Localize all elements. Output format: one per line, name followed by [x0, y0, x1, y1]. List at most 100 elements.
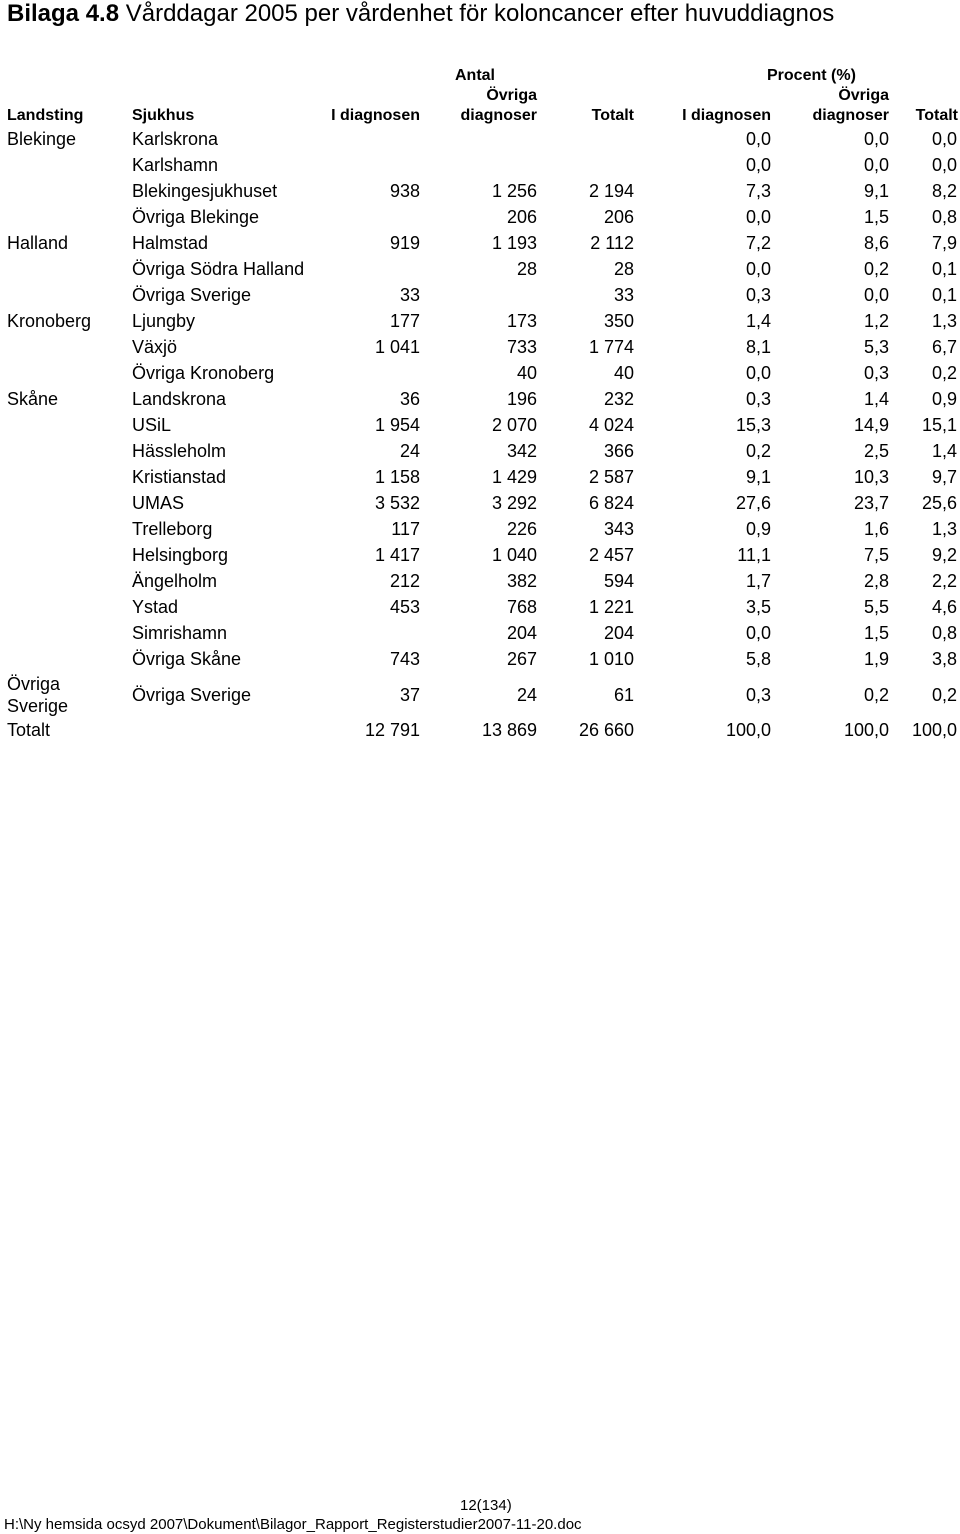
cell-sjukhus: Kristianstad: [132, 467, 227, 487]
cell-procent-ovriga: 1,6: [863, 519, 889, 539]
cell-antal-ovriga: 1 193: [491, 233, 537, 253]
cell-antal-i-diagnosen: 938: [389, 181, 420, 201]
cell-antal-totalt: 4 024: [588, 415, 634, 435]
cell-sjukhus: Övriga Södra Halland: [132, 259, 305, 279]
col-header-antal-totalt: Totalt: [591, 107, 634, 124]
cell-landsting: [0, 620, 125, 646]
cell-landsting: [0, 490, 125, 516]
cell-procent-ovriga: 0,0: [863, 285, 889, 305]
cell-antal-ovriga: 382: [506, 571, 537, 591]
data-table-body: Blekinge Karlskrona 0,0 0,0 0,0 Karlshamn 0,0 0…: [0, 126, 959, 743]
cell-procent-ovriga: 5,5: [863, 597, 889, 617]
cell-landsting: [0, 646, 125, 672]
table-row: Kristianstad 1 158 1 429 2 587 9,1 10,3 9,7: [0, 464, 959, 490]
cell-procent-i-diagnosen: 0,0: [745, 363, 771, 383]
cell-procent-i-diagnosen: 0,0: [745, 259, 771, 279]
cell-procent-ovriga: 0,0: [863, 129, 889, 149]
cell-procent-totalt: 0,2: [931, 684, 957, 705]
cell-antal-i-diagnosen: 24: [399, 441, 420, 461]
page-number: 12(134): [460, 1497, 512, 1514]
cell-procent-totalt: 4,6: [931, 597, 957, 617]
title-rest: Vårddagar 2005 per vårdenhet för kolonca…: [119, 0, 835, 27]
cell-procent-i-diagnosen: 5,8: [745, 649, 771, 669]
cell-antal-ovriga: 1 040: [491, 545, 537, 565]
cell-procent-totalt: 0,9: [931, 389, 957, 409]
cell-sjukhus: Ängelholm: [132, 571, 218, 591]
col-header-procent-totalt: Totalt: [915, 107, 958, 124]
cell-antal-totalt: 594: [603, 571, 634, 591]
page-title: Bilaga 4.8 Vårddagar 2005 per vårdenhet …: [7, 0, 834, 28]
table-row: USiL 1 954 2 070 4 024 15,3 14,9 15,1: [0, 412, 959, 438]
cell-procent-totalt: 1,4: [931, 441, 957, 461]
cell-procent-ovriga: 0,3: [863, 363, 889, 383]
col-header-procent-ovriga-line1: Övriga: [838, 87, 889, 104]
cell-antal-ovriga: 196: [506, 389, 537, 409]
cell-procent-ovriga: 10,3: [853, 467, 889, 487]
cell-antal-ovriga: 28: [516, 259, 537, 279]
cell-antal-totalt: 61: [613, 684, 634, 705]
cell-procent-totalt: 0,0: [931, 129, 957, 149]
cell-antal-totalt: 2 457: [588, 545, 634, 565]
cell-antal-totalt: 2 112: [590, 233, 634, 253]
cell-procent-totalt: 6,7: [931, 337, 957, 357]
cell-sjukhus: Karlskrona: [132, 129, 219, 149]
cell-sjukhus: Landskrona: [132, 389, 227, 409]
table-row: Helsingborg 1 417 1 040 2 457 11,1 7,5 9,2: [0, 542, 959, 568]
cell-landsting: [0, 594, 125, 620]
cell-antal-i-diagnosen: 1 417: [374, 545, 420, 565]
cell-antal-i-diagnosen: 919: [389, 233, 420, 253]
cell-antal-i-diagnosen: 117: [391, 519, 420, 539]
cell-procent-ovriga: 1,9: [863, 649, 889, 669]
cell-antal-totalt: [537, 152, 634, 178]
table-row: Övriga Skåne 743 267 1 010 5,8 1,9 3,8: [0, 646, 959, 672]
cell-sjukhus: Karlshamn: [132, 155, 219, 175]
cell-procent-ovriga: 7,5: [863, 545, 889, 565]
group-header-antal: Antal: [455, 67, 495, 84]
cell-procent-i-diagnosen: 0,3: [745, 684, 771, 705]
cell-landsting: Blekinge: [7, 129, 77, 149]
table-row: Ängelholm 212 382 594 1,7 2,8 2,2: [0, 568, 959, 594]
table-row: Övriga Kronoberg 40 40 0,0 0,3 0,2: [0, 360, 959, 386]
table-row: UMAS 3 532 3 292 6 824 27,6 23,7 25,6: [0, 490, 959, 516]
table-row: Växjö 1 041 733 1 774 8,1 5,3 6,7: [0, 334, 959, 360]
cell-antal-ovriga: 1 256: [491, 181, 537, 201]
cell-sjukhus: Övriga Kronoberg: [132, 363, 275, 383]
cell-antal-i-diagnosen: 212: [389, 571, 420, 591]
cell-landsting: [0, 178, 125, 204]
cell-landsting: Halland: [7, 233, 69, 253]
cell-procent-ovriga: 2,8: [863, 571, 889, 591]
cell-sjukhus: Helsingborg: [132, 545, 229, 565]
cell-landsting: Totalt: [7, 720, 51, 740]
cell-antal-ovriga: 206: [506, 207, 537, 227]
cell-antal-i-diagnosen: 37: [399, 684, 420, 705]
cell-procent-totalt: 0,1: [931, 285, 957, 305]
table-row: Trelleborg 117 226 343 0,9 1,6 1,3: [0, 516, 959, 542]
cell-procent-totalt: 0,8: [931, 207, 957, 227]
cell-antal-ovriga: [420, 152, 537, 178]
cell-procent-totalt: 3,8: [931, 649, 957, 669]
cell-antal-ovriga: 342: [506, 441, 537, 461]
table-row: Simrishamn 204 204 0,0 1,5 0,8: [0, 620, 959, 646]
cell-antal-ovriga: 13 869: [481, 720, 537, 740]
cell-procent-ovriga: 8,6: [863, 233, 889, 253]
cell-antal-ovriga: 173: [506, 311, 537, 331]
cell-landsting: [0, 516, 125, 542]
col-header-antal-ovriga-line2: diagnoser: [460, 107, 537, 124]
cell-procent-ovriga: 5,3: [863, 337, 889, 357]
cell-procent-i-diagnosen: 27,6: [735, 493, 771, 513]
cell-antal-i-diagnosen: [315, 620, 420, 646]
cell-landsting: [0, 568, 125, 594]
cell-procent-i-diagnosen: 100,0: [725, 720, 771, 740]
cell-sjukhus: UMAS: [132, 493, 185, 513]
table-row: Kronoberg Ljungby 177 173 350 1,4 1,2 1,3: [0, 308, 959, 334]
col-header-procent-i-diagnosen: I diagnosen: [682, 107, 771, 124]
cell-procent-i-diagnosen: 0,0: [745, 207, 771, 227]
cell-procent-i-diagnosen: 9,1: [745, 467, 771, 487]
cell-antal-ovriga: 204: [506, 623, 537, 643]
cell-procent-ovriga: 0,2: [863, 259, 889, 279]
table-row: Totalt 12 791 13 869 26 660 100,0 100,0 100,0: [0, 717, 959, 743]
cell-landsting: Kronoberg: [7, 311, 92, 331]
cell-procent-totalt: 2,2: [931, 571, 957, 591]
cell-antal-i-diagnosen: [315, 152, 420, 178]
cell-antal-totalt: 28: [613, 259, 634, 279]
